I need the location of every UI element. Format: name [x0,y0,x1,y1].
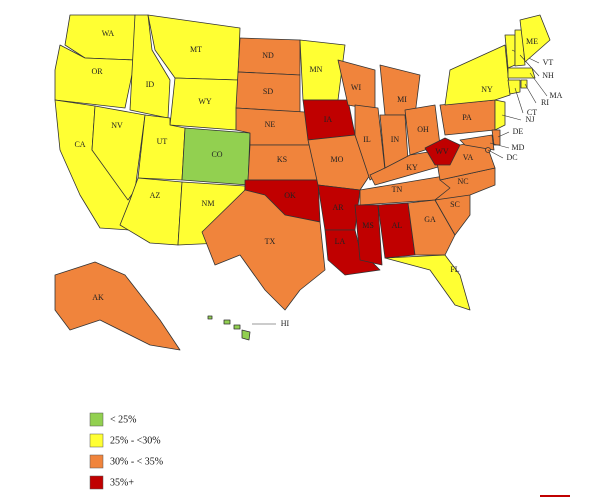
state-label: AZ [150,191,161,200]
state-label: WA [102,29,115,38]
state-label: MA [550,91,563,100]
state-label: MD [512,143,525,152]
state [307,134,371,191]
state-label: NJ [526,115,535,124]
legend-label: 30% - < 35% [110,456,163,467]
state [407,199,456,256]
state-label: NC [457,177,468,186]
state [424,137,461,166]
state-label: ME [526,37,538,46]
state-label: VA [463,153,474,162]
state-label: KS [277,155,287,164]
leader-line [514,87,524,114]
leader-line [519,54,540,77]
state-label: CO [211,150,222,159]
state-label: SC [450,200,460,209]
state [233,324,241,330]
state-label: MI [397,95,407,104]
state-label: OR [91,67,103,76]
state-label: AR [332,203,344,212]
state-label: IL [363,135,371,144]
state [54,44,136,109]
state [520,79,528,89]
state-label: MS [362,221,374,230]
state-label: FL [450,265,459,274]
state-label: NH [542,71,554,80]
state-label: KY [406,163,418,172]
state-label: OH [417,125,429,134]
state-label: LA [335,237,346,246]
state-label: SD [263,87,273,96]
legend-swatch [89,475,104,490]
state-label: OK [284,191,296,200]
state [223,319,231,325]
state-label: WY [198,97,212,106]
state [507,67,536,79]
state [54,261,181,351]
legend-label: < 25% [110,414,136,425]
state-label: NE [265,120,276,129]
state-label: MN [310,65,323,74]
state-label: NV [111,121,123,130]
state [507,79,521,95]
state [494,99,506,131]
state-label: IA [324,115,333,124]
state-label: VT [543,58,554,67]
legend-swatch [89,433,104,448]
state-label: RI [541,98,549,107]
leader-line [497,131,510,138]
leader-line [487,149,504,159]
state-label: WI [351,83,362,92]
state-label: CA [74,140,85,149]
state-label: PA [462,113,472,122]
state-label: TX [265,237,276,246]
state-label: MO [331,155,344,164]
state-label: GA [424,215,436,224]
state-label: IN [391,135,400,144]
state-label: ID [146,80,155,89]
state [444,44,511,106]
state-label: TN [392,185,403,194]
state [384,254,471,311]
state-label: WV [435,147,449,156]
state-label: AK [92,293,104,302]
state [324,229,381,276]
state-label: UT [157,137,168,146]
legend-label: 35%+ [110,477,134,488]
state-label: CT [527,108,537,117]
state-label: DC [506,153,517,162]
leader-line [524,83,537,104]
legend-swatch [89,454,104,469]
state [459,134,495,151]
state-label: HI [281,319,290,328]
state [241,329,251,341]
state-label: NM [202,199,215,208]
legend-swatch [89,412,104,427]
leader-line [501,114,522,121]
state [201,189,326,311]
state [519,14,551,63]
legend-label: 25% - <30% [110,435,161,446]
leader-line [489,142,510,149]
state-label: NY [481,85,493,94]
state-label: MT [190,45,202,54]
state [354,204,383,266]
state-label: ND [262,51,274,60]
leader-line [529,72,548,97]
state-label: DE [513,127,524,136]
state-label: AL [392,221,403,230]
state [491,129,501,146]
state [207,315,213,320]
state [299,39,346,101]
